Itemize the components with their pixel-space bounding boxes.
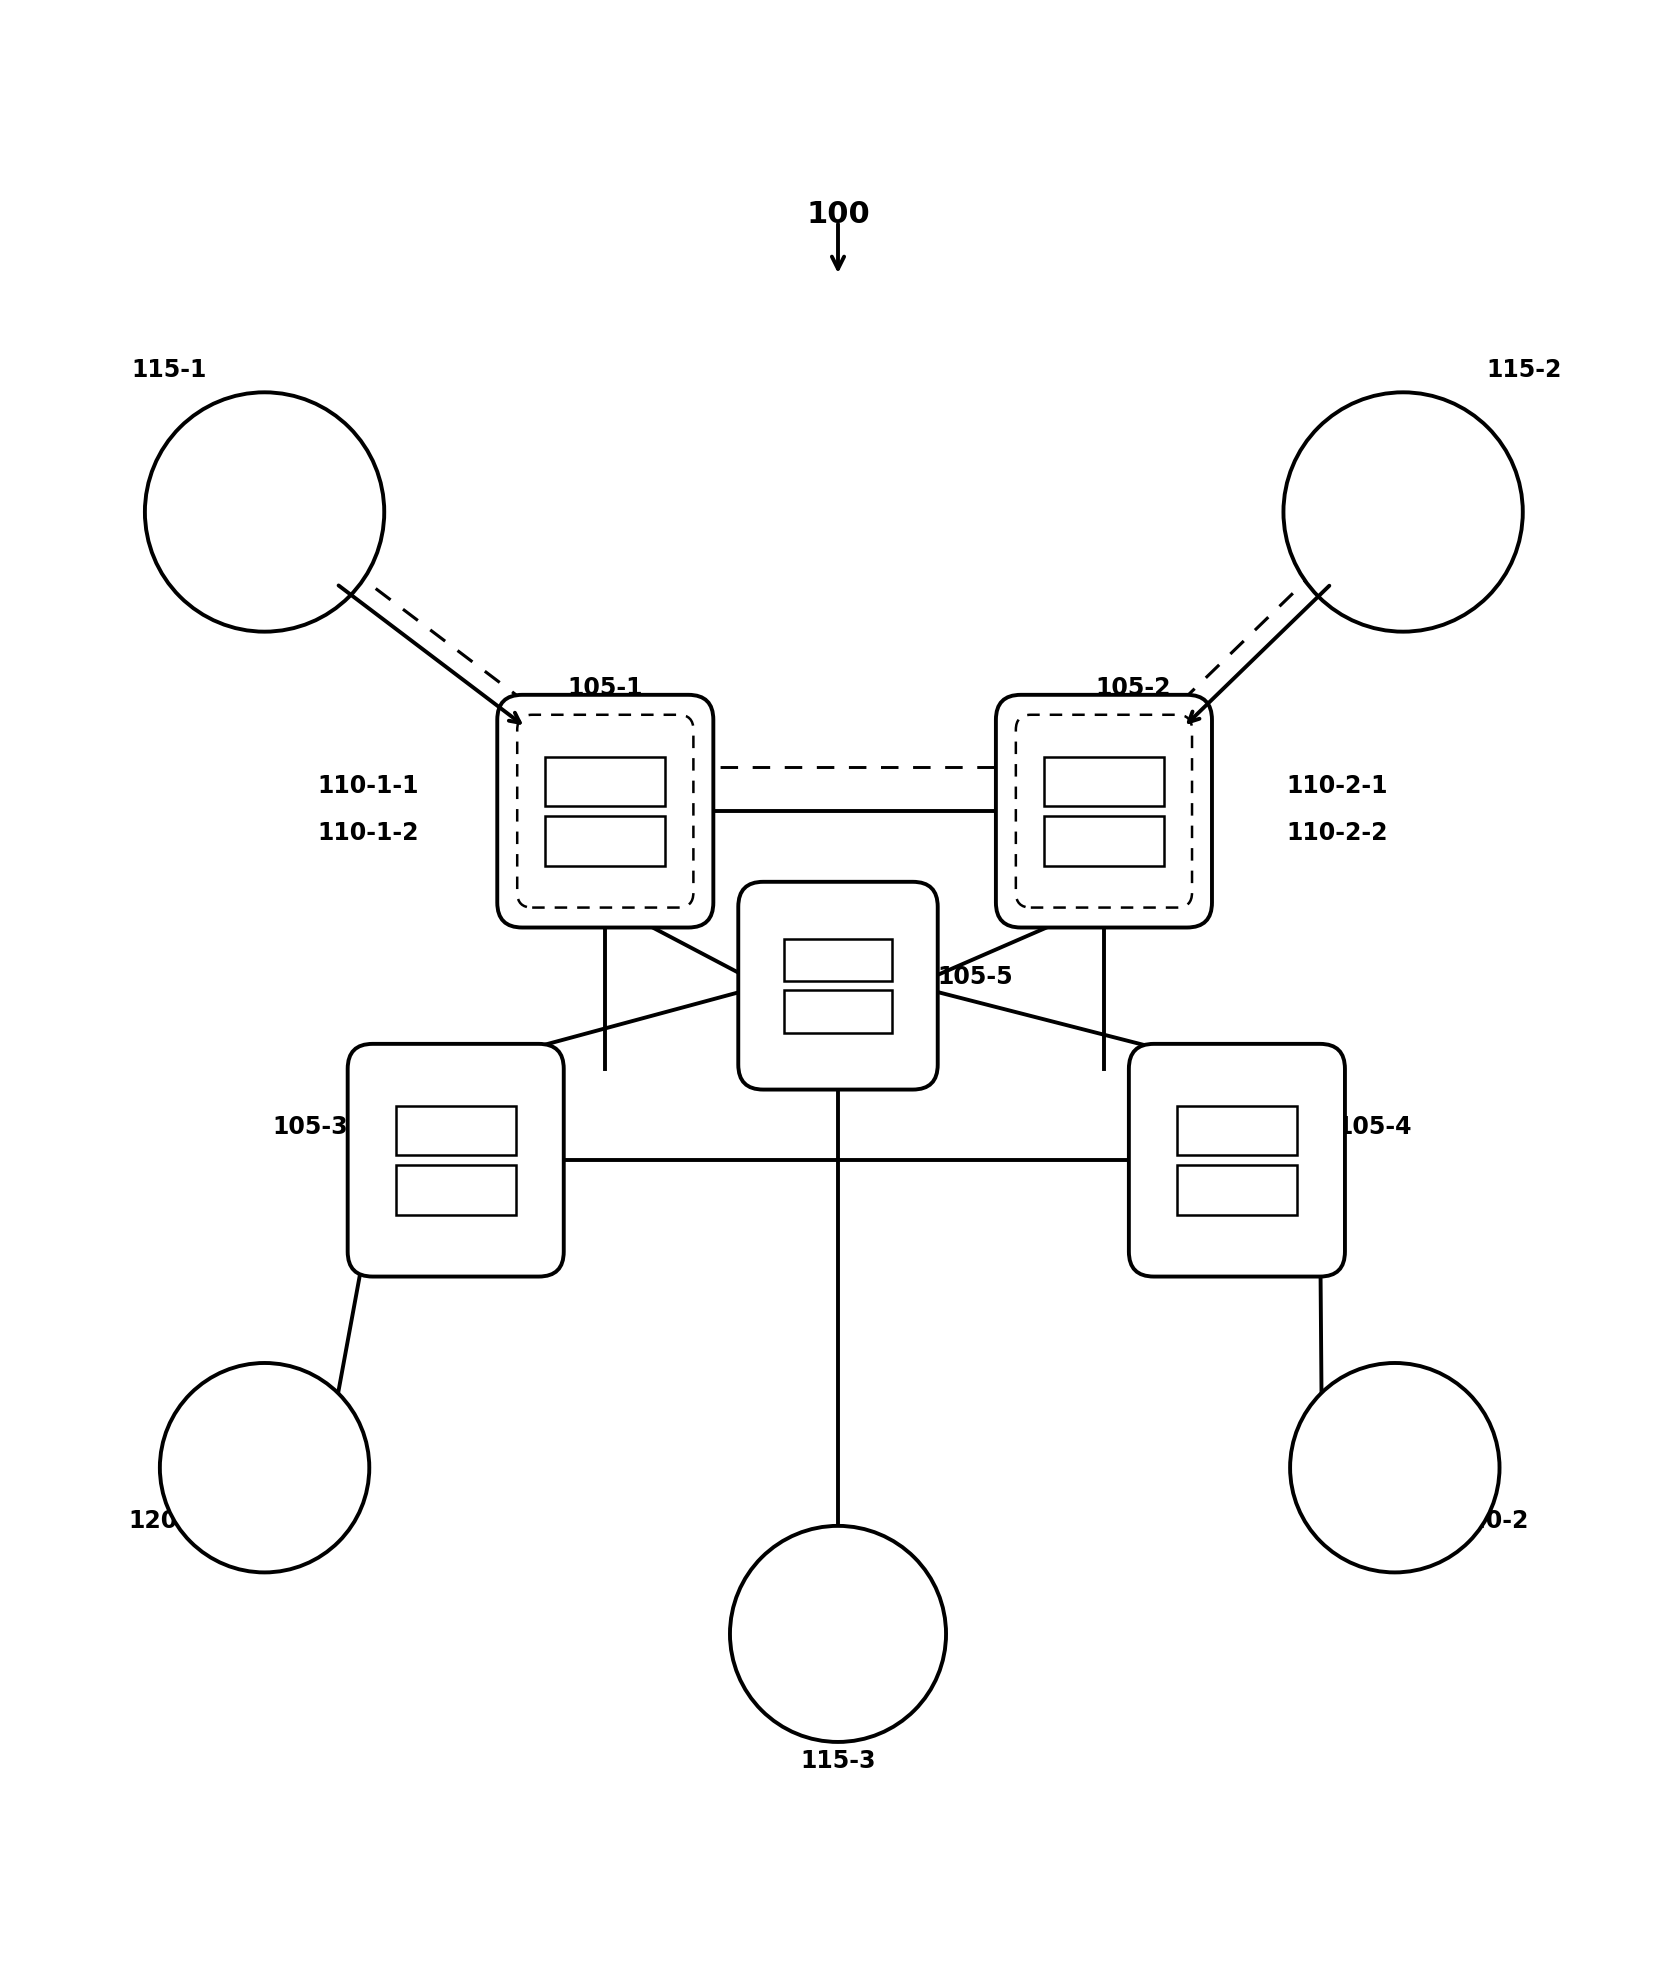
Text: 105-3: 105-3 [272, 1115, 347, 1139]
Bar [396, 1105, 516, 1155]
Bar [396, 1165, 516, 1215]
Bar [545, 757, 665, 807]
Text: 105-1: 105-1 [568, 676, 644, 700]
Text: 115-1: 115-1 [132, 358, 206, 382]
Text: 110-2-1: 110-2-1 [1287, 773, 1388, 799]
FancyBboxPatch shape [498, 696, 714, 928]
Bar [784, 990, 892, 1032]
Text: 110-1-2: 110-1-2 [318, 821, 419, 845]
Bar [1177, 1165, 1297, 1215]
Text: 105-5: 105-5 [939, 966, 1014, 990]
Circle shape [159, 1364, 369, 1573]
Circle shape [1284, 392, 1523, 632]
Text: 115-2: 115-2 [1487, 358, 1562, 382]
Circle shape [731, 1527, 945, 1741]
Text: 120-1: 120-1 [129, 1509, 204, 1533]
Circle shape [1291, 1364, 1500, 1573]
Text: 110-2-2: 110-2-2 [1287, 821, 1388, 845]
Bar [1177, 1105, 1297, 1155]
Circle shape [144, 392, 384, 632]
Bar [784, 938, 892, 982]
Text: 115-3: 115-3 [799, 1749, 877, 1773]
Text: 100: 100 [806, 201, 870, 229]
FancyBboxPatch shape [1130, 1044, 1344, 1276]
FancyBboxPatch shape [737, 883, 939, 1089]
FancyBboxPatch shape [996, 696, 1212, 928]
Text: 105-2: 105-2 [1096, 676, 1172, 700]
FancyBboxPatch shape [347, 1044, 563, 1276]
Text: 105-4: 105-4 [1337, 1115, 1413, 1139]
Text: 120-2: 120-2 [1453, 1509, 1529, 1533]
Bar [1044, 757, 1163, 807]
Bar [545, 817, 665, 865]
Bar [1044, 817, 1163, 865]
Text: 110-1-1: 110-1-1 [318, 773, 419, 799]
